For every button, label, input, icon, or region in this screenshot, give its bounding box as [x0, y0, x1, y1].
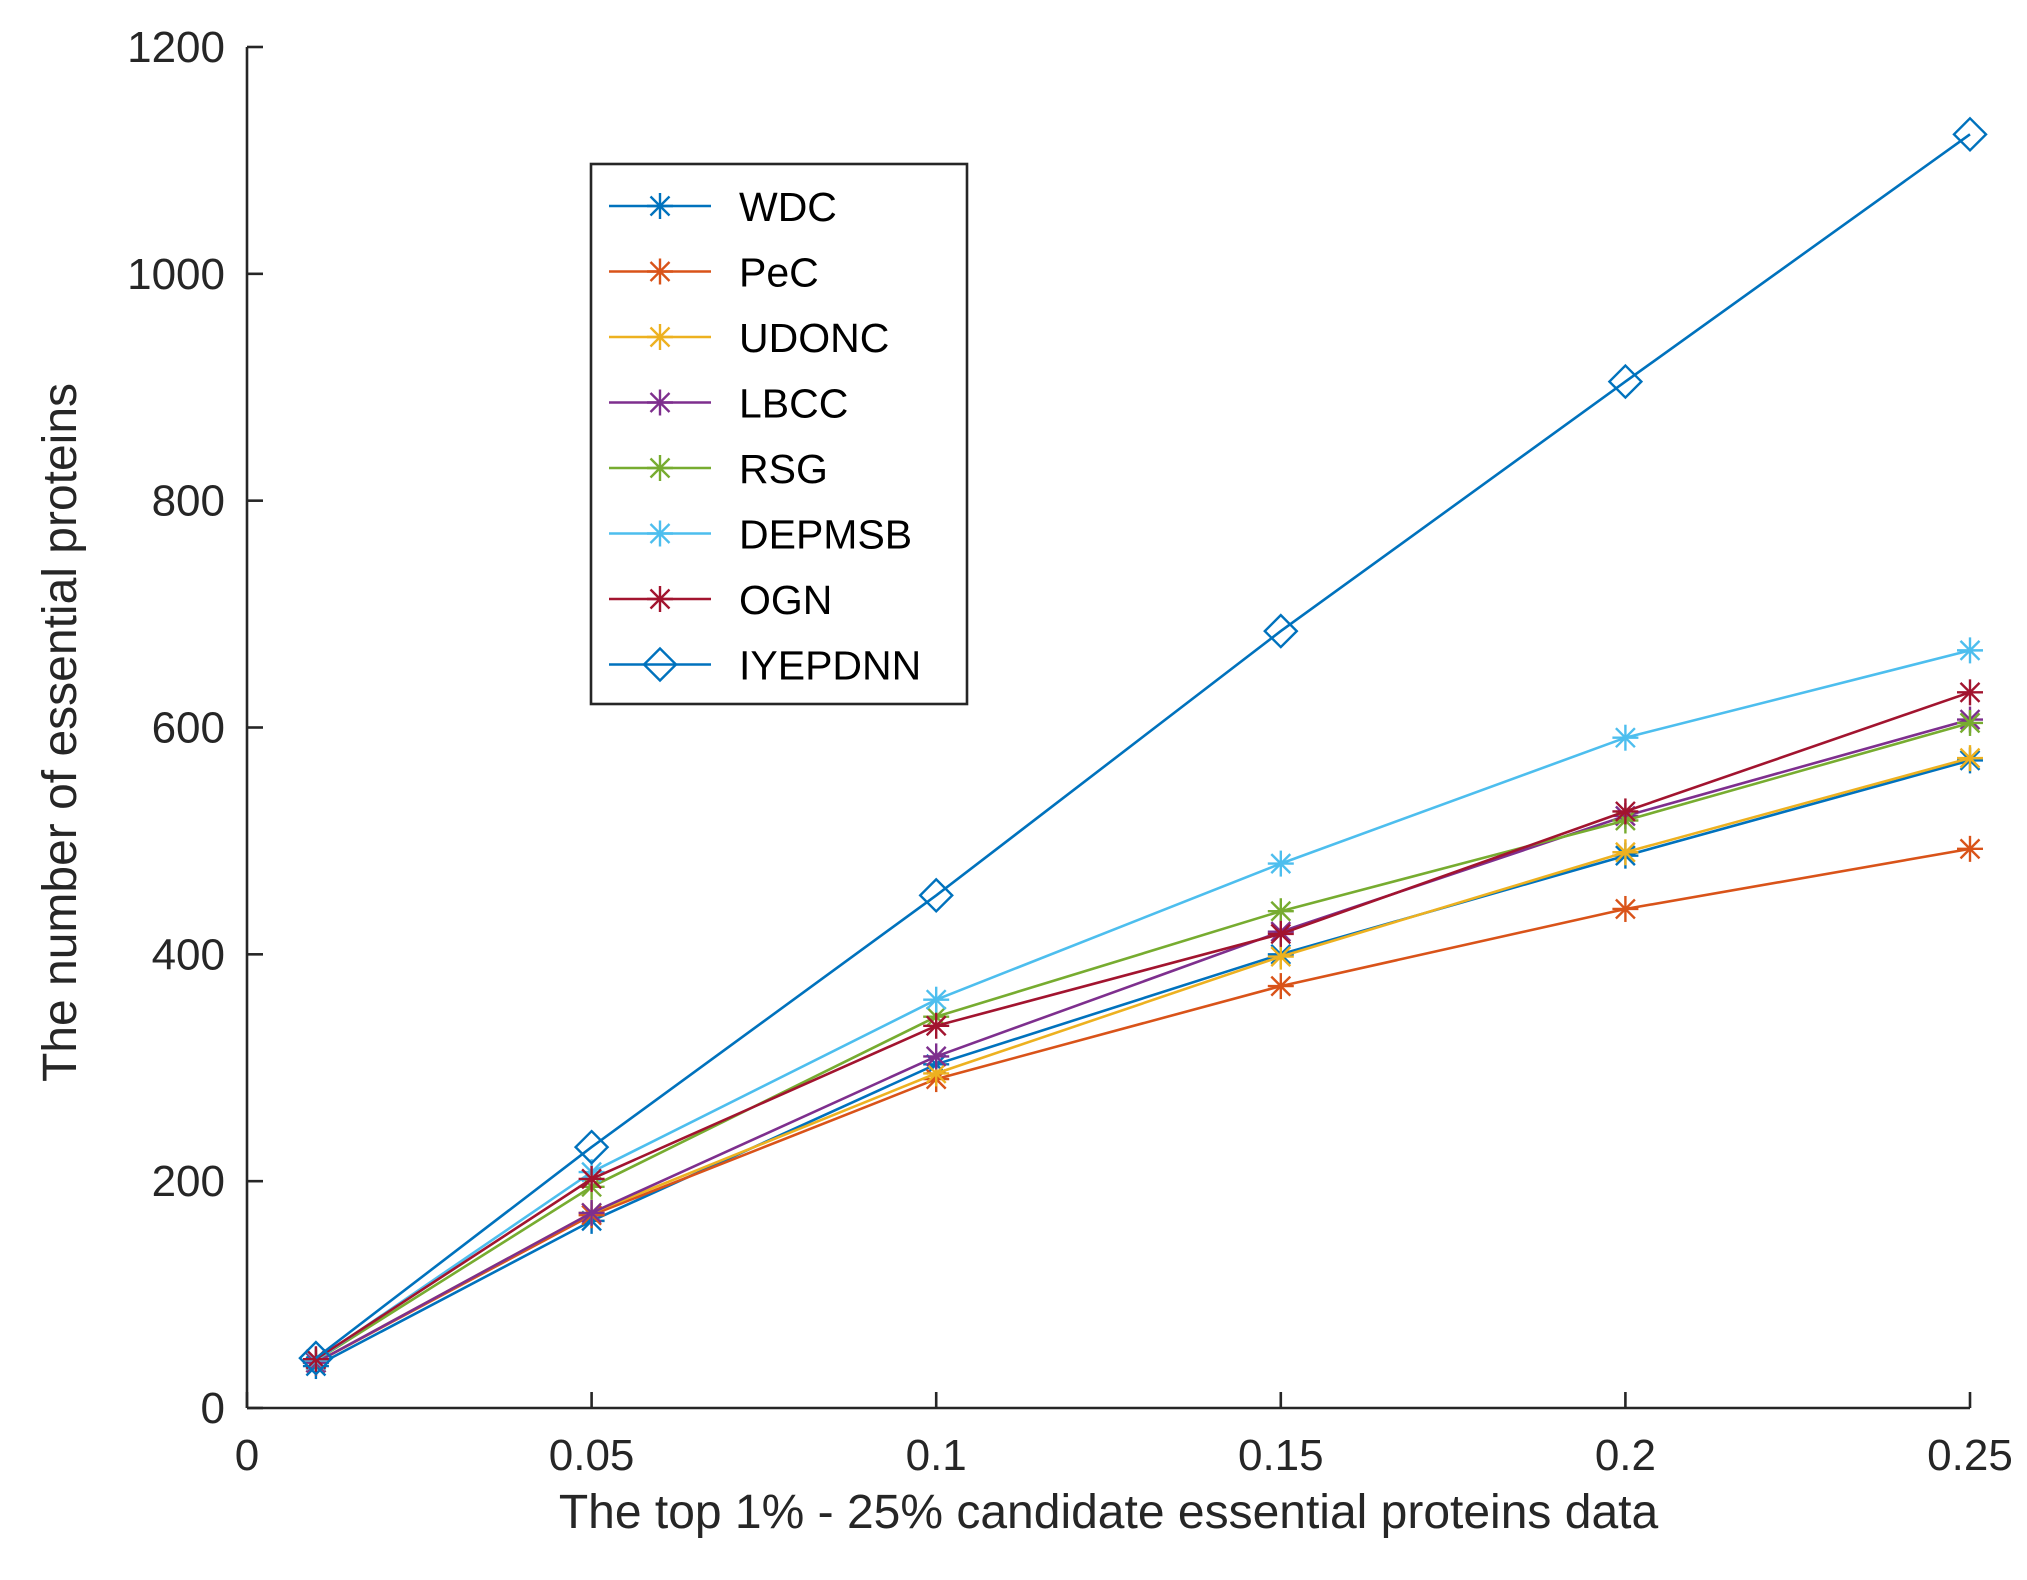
legend-label: DEPMSB — [739, 512, 912, 558]
legend-item-depmsb: DEPMSB — [609, 512, 912, 558]
legend-item-pec: PeC — [609, 250, 819, 296]
legend-marker — [647, 324, 673, 350]
data-point-depmsb — [1612, 724, 1639, 751]
x-tick-label: 0.05 — [549, 1431, 635, 1480]
y-tick-label: 1000 — [127, 250, 225, 299]
y-tick-label: 1200 — [127, 23, 225, 72]
data-point-depmsb — [923, 986, 950, 1013]
data-point-iyepdnn — [573, 1129, 610, 1165]
legend-marker — [647, 258, 673, 285]
series-rsg — [302, 709, 1983, 1374]
legend-marker — [647, 520, 673, 547]
data-point-ogn — [578, 1165, 605, 1192]
series-ogn — [302, 679, 1983, 1373]
y-tick-label: 0 — [201, 1384, 225, 1433]
data-point-pec — [1612, 895, 1639, 922]
series-iyepdnn — [298, 116, 1988, 1376]
x-axis-title: The top 1% - 25% candidate essential pro… — [559, 1486, 1659, 1539]
series-line-lbcc — [315, 718, 1971, 1364]
legend-label: UDONC — [739, 315, 889, 361]
x-tick-label: 0.15 — [1238, 1431, 1324, 1480]
y-tick-label: 800 — [152, 477, 225, 526]
legend-marker — [642, 646, 678, 683]
series-layer — [298, 116, 1988, 1380]
data-point-udonc — [1267, 943, 1294, 970]
x-tick-label: 0.2 — [1595, 1431, 1656, 1480]
x-tick-label: 0.25 — [1927, 1431, 2013, 1480]
data-point-ogn — [1267, 920, 1294, 947]
legend-item-rsg: RSG — [609, 446, 828, 492]
series-line-rsg — [315, 721, 1971, 1362]
legend-item-udonc: UDONC — [609, 315, 889, 361]
data-point-udonc — [1957, 745, 1983, 772]
series-line-wdc — [315, 759, 1971, 1368]
legend-label: IYEPDNN — [739, 643, 921, 689]
data-point-lbcc — [578, 1199, 605, 1226]
legend-item-ogn: OGN — [609, 577, 832, 623]
legend-marker — [647, 455, 673, 481]
legend-item-wdc: WDC — [609, 184, 837, 230]
data-point-ogn — [1957, 679, 1983, 706]
series-wdc — [302, 747, 1983, 1380]
data-point-depmsb — [1957, 637, 1983, 664]
data-point-iyepdnn — [298, 1340, 334, 1376]
y-axis-title: The number of essential proteins — [34, 383, 87, 1082]
axes — [245, 47, 1970, 1410]
series-line-iyepdnn — [315, 133, 1971, 1360]
data-point-rsg — [1267, 898, 1294, 925]
data-point-iyepdnn — [918, 877, 954, 914]
data-point-iyepdnn — [1263, 613, 1299, 649]
data-point-depmsb — [1267, 850, 1294, 877]
legend-marker — [647, 389, 673, 416]
legend-item-lbcc: LBCC — [609, 381, 848, 427]
legend-label: WDC — [739, 184, 837, 230]
legend-label: OGN — [739, 577, 832, 623]
data-point-lbcc — [923, 1043, 950, 1070]
series-line-ogn — [315, 691, 1971, 1361]
data-point-rsg — [1957, 709, 1983, 736]
legend-marker — [647, 193, 673, 219]
series-line-udonc — [315, 756, 1971, 1364]
data-point-pec — [1267, 973, 1294, 1000]
data-point-iyepdnn — [1607, 363, 1644, 400]
legend-box — [589, 162, 969, 706]
legend-label: LBCC — [739, 381, 848, 427]
x-tick-label: 0 — [235, 1431, 259, 1480]
tick-marks: 0 0.05 0.1 0.15 0.2 0.25 0 200 400 600 800 1000 1200 — [127, 23, 2013, 1480]
y-tick-label: 400 — [152, 930, 225, 979]
series-udonc — [302, 745, 1983, 1376]
legend-label: RSG — [739, 446, 828, 492]
data-point-ogn — [1612, 798, 1639, 825]
series-line-depmsb — [315, 649, 1971, 1362]
legend-label: PeC — [739, 250, 819, 296]
y-tick-label: 200 — [152, 1157, 225, 1206]
legend-marker — [647, 586, 673, 612]
y-tick-label: 600 — [152, 704, 225, 753]
data-point-udonc — [1612, 839, 1639, 866]
data-point-pec — [1957, 835, 1983, 862]
x-tick-label: 0.1 — [906, 1431, 967, 1480]
data-point-iyepdnn — [1952, 116, 1988, 153]
data-point-ogn — [923, 1012, 950, 1039]
legend-item-iyepdnn: IYEPDNN — [609, 643, 921, 689]
series-lbcc — [302, 706, 1983, 1376]
legend: WDC PeC UDONC LBCC RSG DEPMSB OGN IYEPDNN — [589, 162, 969, 706]
series-line-pec — [315, 847, 1971, 1364]
series-depmsb — [302, 637, 1983, 1374]
